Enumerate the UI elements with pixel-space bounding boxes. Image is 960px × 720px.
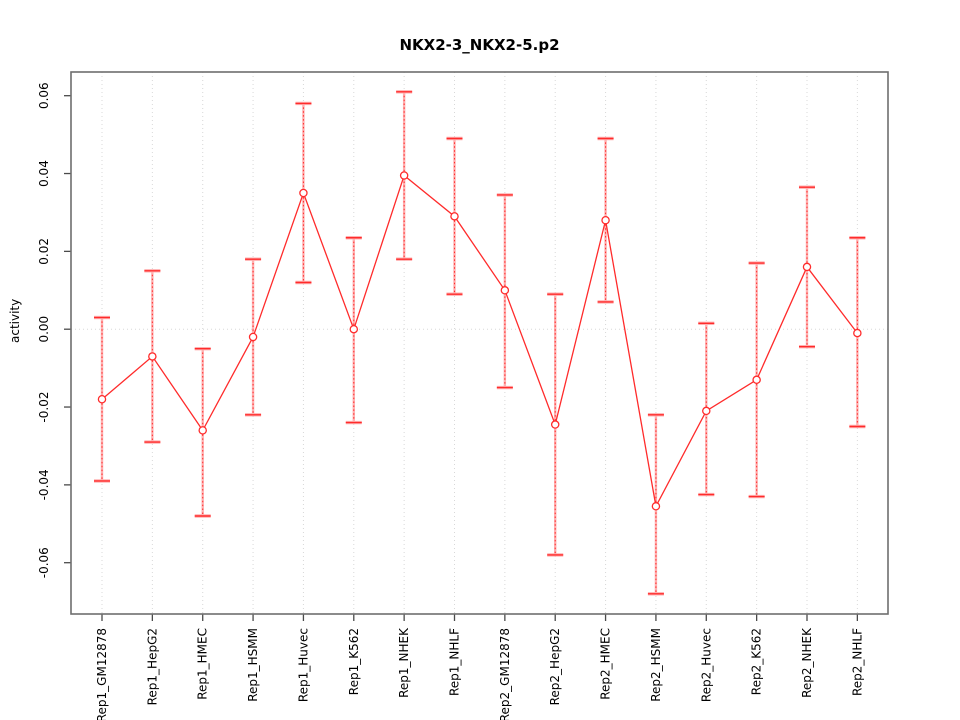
y-tick-label: -0.04: [37, 469, 51, 500]
plot-border: [70, 71, 889, 615]
x-tick-label: Rep2_Huvec: [699, 628, 713, 702]
x-tick-label: Rep2_NHEK: [800, 627, 814, 698]
x-tick-label: Rep2_HepG2: [548, 628, 562, 705]
data-point-marker: [752, 375, 761, 385]
y-tick-label: 0.06: [37, 82, 51, 109]
data-point-marker: [97, 395, 107, 404]
data-point-marker: [399, 171, 409, 180]
error-bar: [798, 185, 815, 349]
x-tick-label: Rep1_GM12878: [95, 628, 109, 720]
data-point-marker: [299, 188, 308, 198]
data-point-marker: [450, 212, 459, 221]
data-point-marker: [198, 426, 207, 435]
x-tick-label: Rep1_NHEK: [397, 627, 411, 698]
chart-title: NKX2-3_NKX2-5.p2: [399, 36, 560, 54]
data-point-marker: [651, 502, 661, 511]
data-point-marker: [601, 215, 610, 225]
y-tick-label: -0.06: [37, 547, 51, 578]
x-tick-label: Rep1_NHLF: [447, 628, 461, 696]
y-tick-label: 0.04: [37, 160, 51, 187]
data-point-marker: [148, 352, 157, 361]
x-tick-label: Rep1_K562: [347, 628, 361, 695]
x-tick-label: Rep2_NHLF: [850, 628, 864, 696]
x-tick-label: Rep2_GM12878: [498, 628, 512, 720]
x-tick-label: Rep2_K562: [750, 628, 764, 695]
y-tick-label: 0.00: [37, 316, 51, 343]
x-tick-label: Rep1_HepG2: [145, 628, 159, 705]
y-tick-label: -0.02: [37, 392, 51, 423]
data-point-marker: [802, 262, 812, 272]
x-tick-label: Rep1_HMEC: [196, 628, 210, 700]
data-point-marker: [349, 324, 359, 334]
x-tick-label: Rep1_HSMM: [246, 628, 260, 702]
x-tick-label: Rep1_Huvec: [296, 628, 310, 702]
series-line: [101, 174, 858, 509]
y-tick-label: 0.02: [37, 238, 51, 265]
x-tick-label: Rep2_HMEC: [599, 628, 613, 700]
data-point-marker: [702, 406, 711, 416]
data-point-marker: [550, 420, 560, 429]
data-point-marker: [853, 328, 862, 338]
x-tick-label: Rep2_HSMM: [649, 628, 663, 702]
data-point-marker: [500, 286, 510, 295]
data-point-marker: [248, 332, 258, 342]
